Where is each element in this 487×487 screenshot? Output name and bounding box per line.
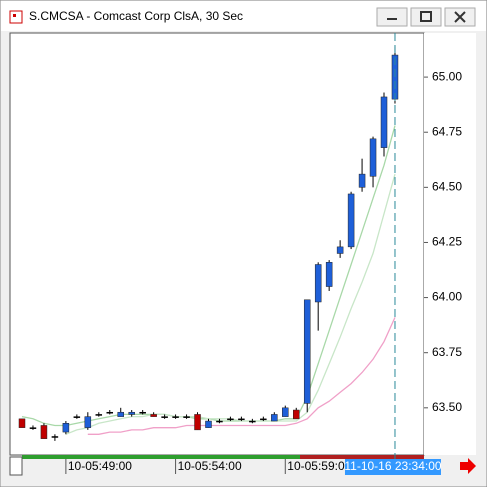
y-tick-label: 63.50 xyxy=(432,400,462,414)
candle-body xyxy=(227,418,234,421)
x-tick-label: 10-05:54:00 xyxy=(178,459,242,473)
candle-body xyxy=(238,418,245,421)
candle-body xyxy=(194,414,201,431)
candle-body xyxy=(106,411,114,414)
candle-body xyxy=(117,411,124,417)
candle-body xyxy=(40,425,48,439)
moving-average xyxy=(87,317,396,435)
candle-body xyxy=(161,416,168,418)
candle-body xyxy=(325,262,333,287)
y-tick-label: 64.25 xyxy=(432,235,462,249)
candle-body xyxy=(358,173,366,188)
candle-body xyxy=(183,416,190,418)
maximize-icon xyxy=(420,11,432,22)
crosshair-label-bg xyxy=(344,459,441,475)
close-icon xyxy=(454,11,466,23)
candle-body xyxy=(73,416,81,418)
candle-body xyxy=(18,418,26,428)
candle-body xyxy=(347,193,355,248)
x-tick-label: 10-05:49:00 xyxy=(68,459,132,473)
candle-body xyxy=(205,420,212,428)
candle-body xyxy=(282,407,289,417)
candle-body xyxy=(336,246,344,254)
y-tick-label: 63.75 xyxy=(432,345,462,359)
candle-body xyxy=(216,420,223,423)
y-tick-label: 65.00 xyxy=(432,69,462,83)
y-tick-label: 64.75 xyxy=(432,124,462,138)
candle-body xyxy=(95,414,103,416)
candle-body xyxy=(380,96,388,148)
x-tick-label: 10-05:59:00 xyxy=(287,459,351,473)
window-icon-dot xyxy=(13,14,16,17)
candle-body xyxy=(62,423,70,433)
minimize-button[interactable] xyxy=(376,7,408,27)
candle-body xyxy=(84,416,92,428)
candle-body xyxy=(128,411,135,415)
session-bar-red xyxy=(300,455,424,459)
scroll-box[interactable] xyxy=(9,456,23,476)
window-title: S.CMCSA - Comcast Corp ClsA, 30 Sec xyxy=(29,9,243,23)
plot-area xyxy=(9,32,425,456)
price-axis xyxy=(424,33,476,455)
candle-body xyxy=(150,414,157,417)
scroll-right-arrow[interactable] xyxy=(460,458,476,474)
candle-body xyxy=(139,411,146,414)
candle-body xyxy=(51,436,59,438)
candle-body xyxy=(303,299,311,404)
candle-body xyxy=(172,416,179,418)
crosshair-label: 11-10-16 23:34:00 xyxy=(344,459,442,473)
candle-body xyxy=(314,264,322,303)
y-tick-label: 64.50 xyxy=(432,180,462,194)
y-tick-label: 64.00 xyxy=(432,290,462,304)
session-bar-green xyxy=(22,455,300,459)
maximize-button[interactable] xyxy=(410,7,442,27)
candle-body xyxy=(29,427,37,429)
candle-body xyxy=(293,409,300,420)
candle-body xyxy=(369,138,377,177)
candle-body xyxy=(260,418,267,421)
candle-body xyxy=(271,414,278,422)
candle-body xyxy=(249,420,256,423)
